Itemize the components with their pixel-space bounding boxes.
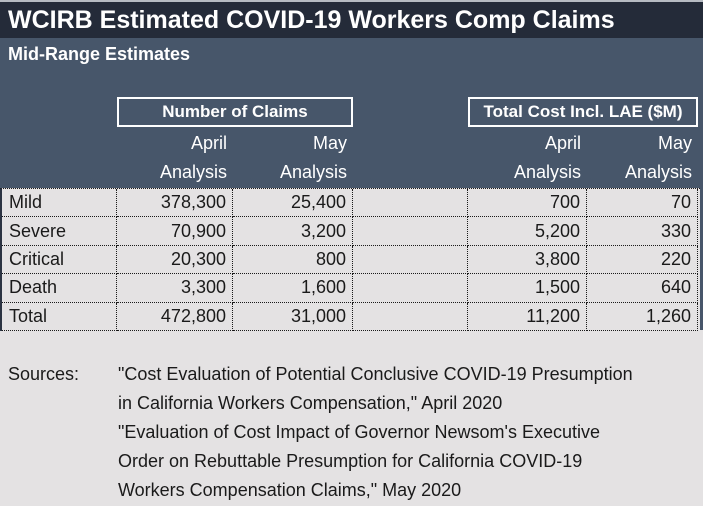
column-header-line: May [657,133,692,153]
row-label: Critical [2,245,117,275]
column-header-line: April [190,133,227,153]
spacer-cell [353,274,468,303]
table-cell: 3,200 [233,217,353,246]
spacer-cell [353,189,468,218]
column-group-total-cost: Total Cost Incl. LAE ($M) [468,97,698,127]
spacer-cell [353,245,468,275]
column-header-claims-april: April Analysis [117,129,233,187]
row-label: Severe [2,217,117,246]
column-header-cost-april: April Analysis [468,129,587,187]
table-cell: 20,300 [117,245,233,275]
table-cell: 1,500 [468,274,587,303]
column-group-number-of-claims: Number of Claims [117,97,353,127]
spacer-cell [353,217,468,246]
column-header-line: Analysis [513,162,581,182]
row-label: Death [2,274,117,303]
column-header-line: Analysis [159,162,227,182]
source-line: Order on Rebuttable Presumption for Cali… [118,451,583,471]
column-header-line: Analysis [279,162,347,182]
claims-table: Mild 378,300 25,400 700 70 Severe 70,900… [0,188,700,331]
table-cell: 5,200 [468,217,587,246]
source-line: in California Workers Compensation," Apr… [118,393,503,413]
source-line: "Cost Evaluation of Potential Conclusive… [118,364,633,384]
table-cell: 472,800 [117,302,233,331]
table-cell: 378,300 [117,189,233,218]
source-line: "Evaluation of Cost Impact of Governor N… [118,422,601,442]
source-line: Workers Compensation Claims," May 2020 [118,480,462,500]
column-header-line: Analysis [624,162,692,182]
page-subtitle: Mid-Range Estimates [8,44,191,64]
top-edge-divider [0,0,703,2]
row-label: Total [2,302,117,331]
column-header-claims-may: May Analysis [233,129,353,187]
table-cell: 70 [587,189,698,218]
table-cell: 70,900 [117,217,233,246]
sources-text: "Cost Evaluation of Potential Conclusive… [118,360,698,505]
table-cell: 3,300 [117,274,233,303]
table-cell: 11,200 [468,302,587,331]
column-group-label: Total Cost Incl. LAE ($M) [483,102,683,121]
column-header-line: April [544,133,581,153]
page-title: WCIRB Estimated COVID-19 Workers Comp Cl… [8,6,615,34]
column-header-cost-may: May Analysis [587,129,698,187]
sources-label: Sources: [8,364,80,384]
table-cell: 700 [468,189,587,218]
column-header-line: May [312,133,347,153]
column-group-label: Number of Claims [162,102,308,121]
table-cell: 330 [587,217,698,246]
table-cell: 220 [587,245,698,275]
row-label: Mild [2,189,117,218]
table-cell: 640 [587,274,698,303]
table-cell: 25,400 [233,189,353,218]
table-cell: 31,000 [233,302,353,331]
table-cell: 3,800 [468,245,587,275]
table-cell: 1,600 [233,274,353,303]
table-cell: 1,260 [587,302,698,331]
title-bar: WCIRB Estimated COVID-19 Workers Comp Cl… [0,2,703,38]
table-cell: 800 [233,245,353,275]
spacer-cell [353,302,468,331]
